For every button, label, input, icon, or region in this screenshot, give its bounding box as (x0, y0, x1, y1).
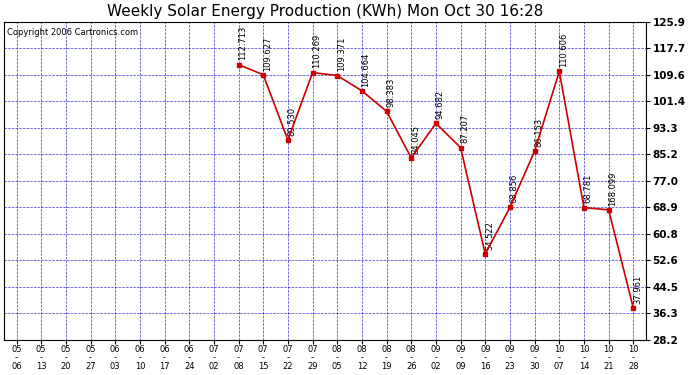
Text: 112.713: 112.713 (238, 26, 247, 60)
Text: 86.153: 86.153 (534, 118, 543, 147)
Text: Copyright 2006 Cartronics.com: Copyright 2006 Cartronics.com (8, 28, 139, 37)
Text: 104.664: 104.664 (362, 52, 371, 87)
Text: 84.045: 84.045 (411, 125, 420, 154)
Text: 109.627: 109.627 (263, 36, 272, 70)
Text: 37.961: 37.961 (633, 274, 642, 304)
Text: 109.371: 109.371 (337, 37, 346, 71)
Text: 54.522: 54.522 (485, 221, 494, 250)
Title: Weekly Solar Energy Production (KWh) Mon Oct 30 16:28: Weekly Solar Energy Production (KWh) Mon… (107, 4, 543, 19)
Text: 110.269: 110.269 (313, 34, 322, 68)
Text: 89.530: 89.530 (288, 107, 297, 136)
Text: 168.099: 168.099 (609, 171, 618, 206)
Text: 68.781: 68.781 (584, 174, 593, 204)
Text: 94.682: 94.682 (435, 90, 444, 119)
Text: 98.383: 98.383 (386, 78, 395, 107)
Text: 110.606: 110.606 (559, 33, 568, 68)
Text: 87.207: 87.207 (460, 114, 469, 144)
Text: 68.856: 68.856 (510, 174, 519, 203)
